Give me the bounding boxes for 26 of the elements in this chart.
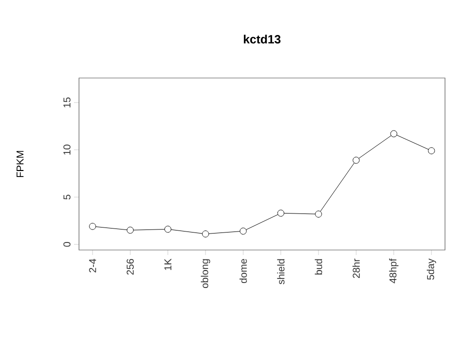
point: [202, 230, 209, 238]
point: [277, 210, 284, 217]
point: [89, 222, 96, 230]
y-axis-title: FPKM: [16, 150, 24, 178]
chart-title: kctd13: [244, 34, 281, 44]
y-tick-label: 10: [63, 144, 70, 155]
point: [240, 228, 247, 235]
y-tick-label: 5: [64, 194, 70, 200]
x-tick-label: 28hr: [352, 258, 360, 278]
x-tick-label: 5day: [426, 258, 436, 280]
x-tick-label: dome: [240, 258, 247, 284]
point: [390, 130, 398, 138]
point: [352, 156, 360, 164]
x-tick-label: shield: [277, 259, 284, 284]
point: [164, 226, 172, 233]
x-tick-label: 1K: [164, 258, 172, 270]
y-tick-label: 0: [63, 242, 70, 247]
x-tick-label: 48hpf: [389, 258, 398, 284]
point: [315, 210, 322, 218]
y-tick-label: 15: [64, 97, 70, 108]
x-tick-label: oblong: [200, 259, 210, 288]
x-tick-label: 2-4: [89, 258, 96, 272]
point: [126, 226, 134, 234]
point: [428, 147, 435, 154]
x-tick-label: bud: [314, 259, 322, 274]
x-tick-label: 256: [126, 258, 134, 275]
